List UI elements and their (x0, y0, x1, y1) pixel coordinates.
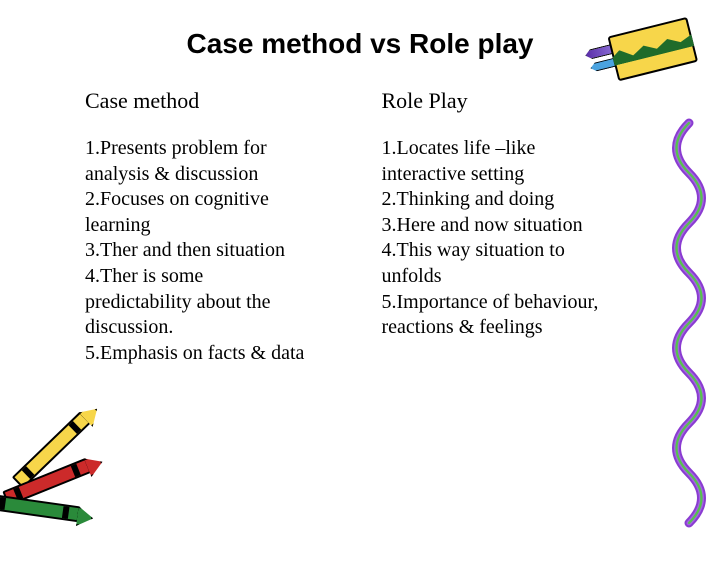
squiggle-icon (659, 118, 714, 538)
left-column: Case method 1.Presents problem for analy… (85, 88, 354, 366)
crayon-box-icon (567, 7, 708, 97)
left-body: 1.Presents problem for analysis & discus… (85, 136, 354, 366)
right-column: Role Play 1.Locates life –like interacti… (354, 88, 651, 366)
crayons-icon (0, 410, 150, 530)
right-header: Role Play (382, 88, 651, 114)
left-header: Case method (85, 88, 354, 114)
right-body: 1.Locates life –like interactive setting… (382, 136, 651, 341)
comparison-columns: Case method 1.Presents problem for analy… (0, 88, 720, 366)
